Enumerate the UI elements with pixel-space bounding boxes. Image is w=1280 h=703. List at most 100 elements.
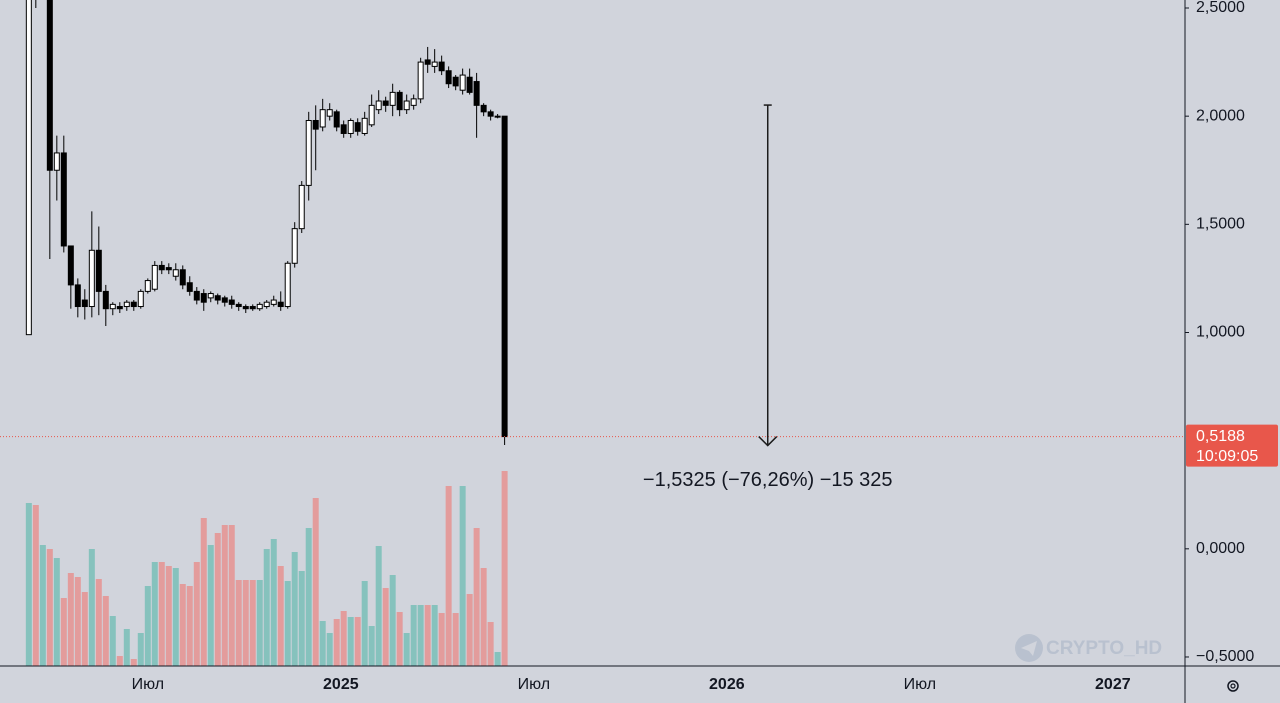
watermark-text: CRYPTO_HD — [1046, 638, 1162, 659]
candle-body — [249, 306, 256, 310]
volume-bar — [193, 562, 200, 666]
measure-label: −1,5325 (−76,26%) −15 325 — [643, 469, 893, 491]
volume-bar — [361, 581, 368, 666]
candle-body — [326, 109, 333, 117]
candle-body — [459, 74, 466, 91]
candle-body — [354, 122, 361, 132]
volume-bar — [74, 577, 81, 666]
candle-body — [368, 104, 375, 126]
candle-body — [165, 267, 172, 271]
last-price-box — [1186, 424, 1278, 467]
overlay: 0,5188 10:09:05 −1,5325 (−76,26%) −15 325 — [0, 104, 1278, 491]
volume-bar — [88, 549, 95, 666]
candle-body — [25, 0, 32, 336]
volume-bar — [403, 633, 410, 666]
volume-bar — [60, 598, 67, 666]
watermark: CRYPTO_HD — [1015, 634, 1162, 662]
volume-bar — [312, 498, 319, 666]
volume-bar — [144, 586, 151, 666]
candle-body — [333, 111, 340, 128]
candle-body — [158, 264, 165, 271]
volume-bar — [368, 626, 375, 666]
candle-body — [214, 295, 221, 301]
candle-body — [375, 100, 382, 111]
x-tick-label: Июл — [904, 676, 936, 693]
candle-body — [207, 293, 214, 299]
candle-body — [74, 284, 81, 308]
volume-bar — [375, 546, 382, 666]
volume-bar — [32, 505, 39, 666]
candle-body — [319, 109, 326, 128]
candle-body — [102, 290, 109, 310]
volume-bar — [382, 588, 389, 666]
candle-body — [186, 282, 193, 292]
volume-bar — [270, 539, 277, 666]
candle-body — [116, 306, 123, 310]
candle-body — [137, 290, 144, 308]
volume-bar — [494, 652, 501, 666]
candle-body — [347, 119, 354, 134]
x-tick-label: 2025 — [323, 676, 359, 693]
countdown-label: 10:09:05 — [1196, 448, 1258, 465]
x-tick-label: Июл — [518, 676, 550, 693]
volume-bar — [340, 611, 347, 666]
candle-body — [263, 301, 270, 308]
volume-bar — [137, 633, 144, 666]
volume-bar — [200, 518, 207, 666]
candle-body — [53, 152, 60, 171]
candle-body — [221, 297, 228, 303]
candle-body — [487, 111, 494, 117]
candle-body — [438, 61, 445, 72]
x-tick-label: 2027 — [1095, 676, 1131, 693]
volume-bar — [473, 528, 480, 666]
candle-body — [46, 0, 53, 171]
y-tick-label: 1,5000 — [1196, 216, 1245, 233]
y-tick-label: 2,0000 — [1196, 107, 1245, 124]
candle-body — [277, 301, 284, 308]
candle-body — [60, 152, 67, 247]
candle-body — [340, 124, 347, 134]
y-tick-label: −0,5000 — [1196, 648, 1254, 665]
candle-body — [172, 269, 179, 277]
candle-body — [270, 299, 277, 305]
candle-body — [151, 264, 158, 290]
volume-bar — [305, 528, 312, 666]
candle-body — [466, 76, 473, 93]
volume-bar — [319, 621, 326, 666]
candle-body — [88, 249, 95, 308]
candles — [25, 0, 508, 445]
candle-body — [179, 269, 186, 286]
candle-body — [417, 61, 424, 100]
volume-bar — [116, 656, 123, 666]
candle-body — [298, 184, 305, 230]
volume-bar — [452, 613, 459, 666]
volume-bar — [431, 605, 438, 666]
candle-body — [193, 290, 200, 301]
y-tick-label: 2,5000 — [1196, 0, 1245, 16]
candle-body — [200, 293, 207, 303]
volume-bar — [389, 575, 396, 666]
volume-bar — [277, 566, 284, 666]
candle-body — [480, 104, 487, 113]
volume-bar — [151, 562, 158, 666]
volume-bar — [291, 552, 298, 666]
candle-body — [130, 301, 137, 308]
candle-body — [410, 98, 417, 106]
volume-bar — [123, 629, 130, 666]
candle-body — [403, 100, 410, 111]
volume-bar — [263, 549, 270, 666]
volume-bar — [165, 566, 172, 666]
candle-body — [67, 245, 74, 286]
volume-bar — [480, 568, 487, 666]
volume-bar — [130, 659, 137, 666]
candle-body — [109, 303, 116, 310]
candle-body — [95, 249, 102, 292]
y-tick-label: 1,0000 — [1196, 324, 1245, 341]
settings-button[interactable] — [1227, 680, 1239, 692]
candle-body — [228, 299, 235, 305]
x-tick-label: Июл — [132, 676, 164, 693]
volume-bar — [487, 622, 494, 666]
volume-bar — [347, 617, 354, 666]
candle-body — [445, 70, 452, 85]
